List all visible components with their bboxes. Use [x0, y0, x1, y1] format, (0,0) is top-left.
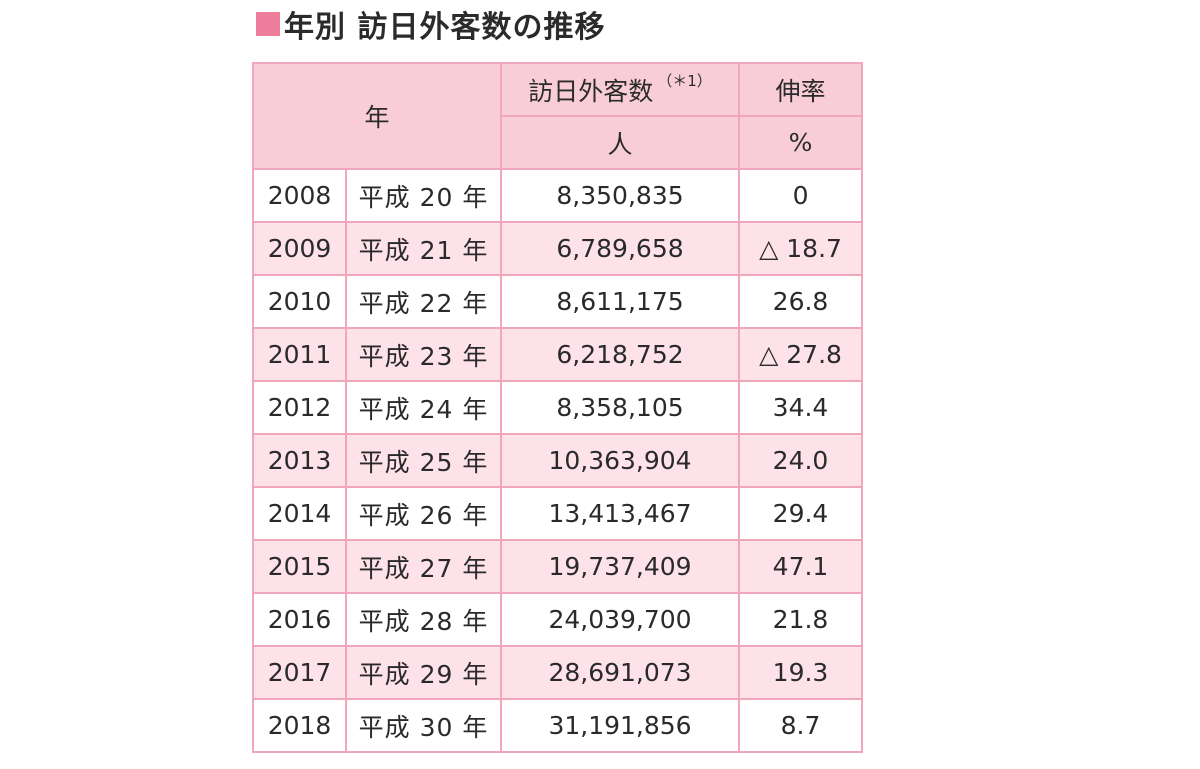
cell-growth: 29.4	[738, 486, 864, 541]
table-row: 2010 平成 22 年 8,611,175 26.8	[252, 274, 864, 329]
cell-era: 平成 26 年	[344, 486, 503, 541]
table-header: 年 訪日外客数 （＊1） 伸率 人 %	[251, 62, 864, 170]
cell-growth: 47.1	[738, 539, 864, 594]
header-growth: 伸率	[738, 62, 864, 117]
cell-growth: 8.7	[738, 698, 864, 753]
cell-visitors: 31,191,856	[500, 698, 741, 753]
table-row: 2016 平成 28 年 24,039,700 21.8	[252, 592, 864, 647]
cell-year: 2018	[252, 698, 347, 753]
cell-era: 平成 20 年	[344, 168, 503, 223]
table-body: 2008 平成 20 年 8,350,835 0 2009 平成 21 年 6,789,65…	[252, 168, 864, 753]
cell-visitors: 8,350,835	[500, 168, 741, 223]
cell-year: 2008	[252, 168, 347, 223]
cell-year: 2009	[252, 221, 347, 276]
table-row: 2018 平成 30 年 31,191,856 8.7	[252, 698, 864, 753]
table-row: 2014 平成 26 年 13,413,467 29.4	[252, 486, 864, 541]
cell-visitors: 8,611,175	[500, 274, 741, 329]
page-title-text: 年別 訪日外客数の推移	[284, 10, 606, 45]
cell-growth: 34.4	[738, 380, 864, 435]
cell-growth: 24.0	[738, 433, 864, 488]
header-visitors-unit: 人	[500, 115, 741, 170]
table-row: 2017 平成 29 年 28,691,073 19.3	[252, 645, 864, 700]
cell-year: 2011	[252, 327, 347, 382]
cell-era: 平成 21 年	[344, 221, 503, 276]
title-square-icon	[256, 12, 280, 36]
table-row: 2009 平成 21 年 6,789,658 △ 18.7	[252, 221, 864, 276]
cell-growth: 21.8	[738, 592, 864, 647]
cell-growth: 26.8	[738, 274, 864, 329]
cell-visitors: 28,691,073	[500, 645, 741, 700]
header-visitors: 訪日外客数 （＊1）	[500, 62, 741, 117]
cell-era: 平成 22 年	[344, 274, 503, 329]
page-title: 年別 訪日外客数の推移	[256, 4, 606, 45]
cell-visitors: 6,218,752	[500, 327, 741, 382]
cell-year: 2015	[252, 539, 347, 594]
table-row: 2008 平成 20 年 8,350,835 0	[252, 168, 864, 223]
header-visitors-label: 訪日外客数	[528, 76, 654, 106]
visitor-stats-table: 年 訪日外客数 （＊1） 伸率 人 % 2008 平成 20 年 8,350,835 0…	[251, 62, 864, 753]
cell-era: 平成 27 年	[344, 539, 503, 594]
header-visitors-note: （＊1）	[657, 71, 712, 90]
cell-year: 2010	[252, 274, 347, 329]
cell-era: 平成 23 年	[344, 327, 503, 382]
table-row: 2015 平成 27 年 19,737,409 47.1	[252, 539, 864, 594]
cell-year: 2017	[252, 645, 347, 700]
cell-era: 平成 30 年	[344, 698, 503, 753]
cell-visitors: 19,737,409	[500, 539, 741, 594]
cell-visitors: 6,789,658	[500, 221, 741, 276]
cell-growth: △ 18.7	[738, 221, 864, 276]
cell-growth: 19.3	[738, 645, 864, 700]
cell-visitors: 10,363,904	[500, 433, 741, 488]
header-growth-unit: %	[738, 115, 864, 170]
cell-visitors: 8,358,105	[500, 380, 741, 435]
table-row: 2011 平成 23 年 6,218,752 △ 27.8	[252, 327, 864, 382]
table-row: 2013 平成 25 年 10,363,904 24.0	[252, 433, 864, 488]
table-row: 2012 平成 24 年 8,358,105 34.4	[252, 380, 864, 435]
cell-era: 平成 29 年	[344, 645, 503, 700]
cell-visitors: 13,413,467	[500, 486, 741, 541]
header-year: 年	[251, 62, 503, 170]
cell-growth: 0	[738, 168, 864, 223]
cell-era: 平成 28 年	[344, 592, 503, 647]
cell-era: 平成 24 年	[344, 380, 503, 435]
cell-year: 2016	[252, 592, 347, 647]
cell-visitors: 24,039,700	[500, 592, 741, 647]
cell-year: 2013	[252, 433, 347, 488]
cell-era: 平成 25 年	[344, 433, 503, 488]
cell-growth: △ 27.8	[738, 327, 864, 382]
cell-year: 2012	[252, 380, 347, 435]
cell-year: 2014	[252, 486, 347, 541]
